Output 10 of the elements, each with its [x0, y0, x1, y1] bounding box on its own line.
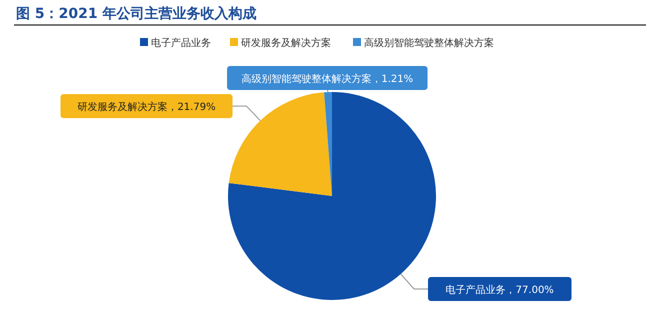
pie-slice	[228, 92, 332, 196]
data-label: 高级别智能驾驶整体解决方案，1.21%	[241, 73, 414, 85]
chart-title: 图 5：2021 年公司主营业务收入构成	[16, 5, 256, 22]
data-label: 研发服务及解决方案，21.79%	[77, 101, 216, 114]
legend-label: 电子产品业务	[151, 37, 211, 49]
pie-slice	[228, 92, 436, 300]
legend-label: 研发服务及解决方案	[241, 37, 331, 49]
legend-label: 高级别智能驾驶整体解决方案	[364, 37, 494, 49]
pie-slice	[324, 92, 332, 196]
data-label: 电子产品业务，77.00%	[446, 284, 554, 296]
